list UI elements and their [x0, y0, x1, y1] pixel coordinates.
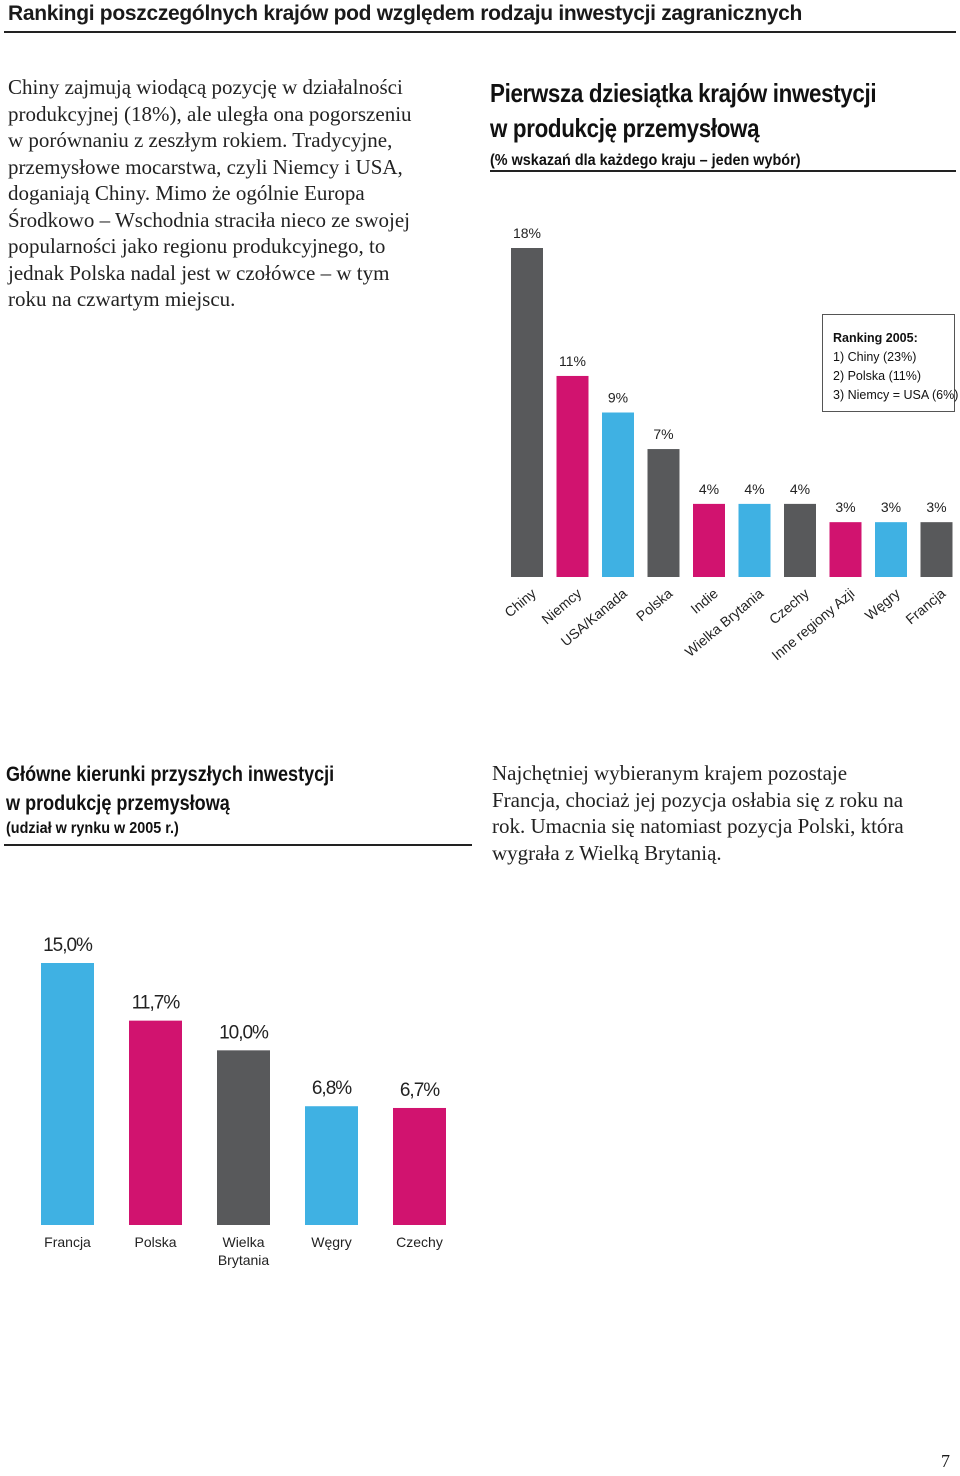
outro-line: Najchętniej wybieranym krajem pozostaje	[492, 761, 848, 785]
intro-line: Środkowo – Wschodnia straciła nieco ze s…	[8, 207, 411, 232]
category-label-wegry: Węgry	[311, 1234, 351, 1250]
outro-paragraph: Najchętniej wybieranym krajem pozostaje …	[492, 760, 956, 866]
intro-line: doganiają Chiny. Mimo że ogólnie Europa	[8, 181, 365, 205]
intro-line: jednak Polska nadal jest w czołówce – w …	[8, 260, 390, 285]
value-label-polska: 11,7%	[132, 993, 181, 1014]
category-label-francja: Francja	[44, 1234, 91, 1250]
header-divider	[4, 31, 956, 33]
bar-wielka-brytania	[738, 503, 771, 577]
intro-line: roku na czwartym miejscu.	[8, 287, 236, 311]
outro-line: wygrała z Wielką Brytanią.	[492, 840, 722, 865]
value-label-chiny: 18%	[513, 225, 541, 241]
bar-wegry	[305, 1106, 358, 1225]
bar-wegry	[875, 522, 907, 577]
value-label-wegry: 3%	[881, 499, 901, 515]
bar-francja	[41, 963, 94, 1225]
chart2-plot: 15,0% Francja 11,7% Polska 10,0% Wielka Brytan…	[41, 935, 446, 1268]
chart1-title-line2: w produkcję przemysłową	[490, 113, 760, 143]
value-label-francja: 3%	[926, 499, 946, 515]
chart1-header-divider	[490, 170, 956, 172]
bar-inne-regiony-azji	[829, 522, 862, 577]
outro-line: Francja, chociaż jej pozycja osłabia się…	[492, 787, 904, 812]
category-label-wielka-brytania: Wielka Brytania	[218, 1234, 270, 1268]
bar-francja	[920, 522, 953, 577]
category-label-indie: Indie	[687, 585, 721, 617]
bar-polska	[647, 449, 680, 577]
ranking-box-line: 2) Polska (11%)	[833, 369, 921, 383]
intro-line: w porównaniu z zeszłym rokiem. Tradycyjn…	[8, 128, 393, 152]
outro-line: rok. Umacnia się natomiast pozycja Polsk…	[492, 814, 904, 838]
page-number: 7	[941, 1451, 950, 1471]
bar-indie	[693, 503, 725, 577]
bar-czechy	[784, 503, 816, 577]
bar-niemcy	[556, 375, 589, 577]
page-header-title: Rankingi poszczególnych krajów pod wzglę…	[8, 2, 803, 25]
category-label-wielka-brytania: Wielka Brytania	[682, 585, 767, 660]
bar-czechy	[393, 1107, 446, 1225]
chart1-header: Pierwsza dziesiątka krajów inwestycji w …	[490, 76, 939, 170]
intro-line: produkcyjnej (18%), ale uległa ona pogor…	[8, 101, 412, 126]
value-label-wielka-brytania: 4%	[744, 481, 764, 497]
chart2-subtitle: (udział w rynku w 2005 r.)	[6, 820, 179, 837]
bar-polska	[129, 1020, 182, 1225]
value-label-wielka-brytania: 10,0%	[219, 1022, 269, 1043]
chart2-title-line2: w produkcję przemysłową	[6, 792, 230, 815]
value-label-indie: 4%	[699, 481, 719, 497]
value-label-czechy: 4%	[790, 481, 810, 497]
value-label-francja: 15,0%	[43, 935, 93, 956]
chart1-plot: 18%Chiny11%Niemcy9%USA/Kanada7%Polska4%I…	[501, 225, 953, 663]
chart2-title-line1: Główne kierunki przyszłych inwestycji	[6, 763, 335, 786]
value-label-inne-regiony-azji: 3%	[835, 499, 855, 515]
chart2-header: Główne kierunki przyszłych inwestycji w …	[6, 760, 388, 838]
chart1-subtitle: (% wskazań dla każdego kraju – jeden wyb…	[490, 152, 801, 169]
ranking-box-line: 1) Chiny (23%)	[833, 350, 917, 364]
value-label-niemcy: 11%	[559, 353, 586, 369]
bar-usa-kanada	[602, 412, 634, 577]
category-label-francja: Francja	[902, 585, 948, 627]
value-label-wegry: 6,8%	[312, 1078, 352, 1099]
category-label-polska: Polska	[633, 585, 676, 624]
category-label-czechy: Czechy	[396, 1234, 443, 1250]
intro-line: przemysłowe mocarstwa, czyli Niemcy i US…	[8, 154, 403, 179]
value-label-usa-kanada: 9%	[608, 390, 628, 406]
ranking-box-title: Ranking 2005:	[833, 331, 918, 345]
intro-line: popularności jako regionu produkcyjnego,…	[8, 234, 386, 258]
category-label-chiny: Chiny	[501, 585, 539, 620]
category-label-polska: Polska	[134, 1234, 176, 1250]
category-label-inne-regiony-azji: Inne regiony Azji	[768, 585, 857, 663]
bar-wielka-brytania	[217, 1050, 270, 1225]
chart2-header-divider	[4, 844, 472, 846]
chart1-title-line1: Pierwsza dziesiątka krajów inwestycji	[490, 78, 877, 108]
ranking-box-line: 3) Niemcy = USA (6%)	[833, 388, 959, 402]
category-label-wegry: Węgry	[862, 585, 903, 623]
value-label-czechy: 6,7%	[400, 1080, 440, 1101]
bar-chiny	[511, 248, 543, 577]
ranking-2005-box: Ranking 2005: 1) Chiny (23%) 2) Polska (…	[822, 314, 959, 412]
value-label-polska: 7%	[653, 426, 673, 442]
intro-paragraph: Chiny zajmują wiodącą pozycję w działaln…	[8, 74, 478, 313]
intro-line: Chiny zajmują wiodącą pozycję w działaln…	[8, 75, 403, 99]
